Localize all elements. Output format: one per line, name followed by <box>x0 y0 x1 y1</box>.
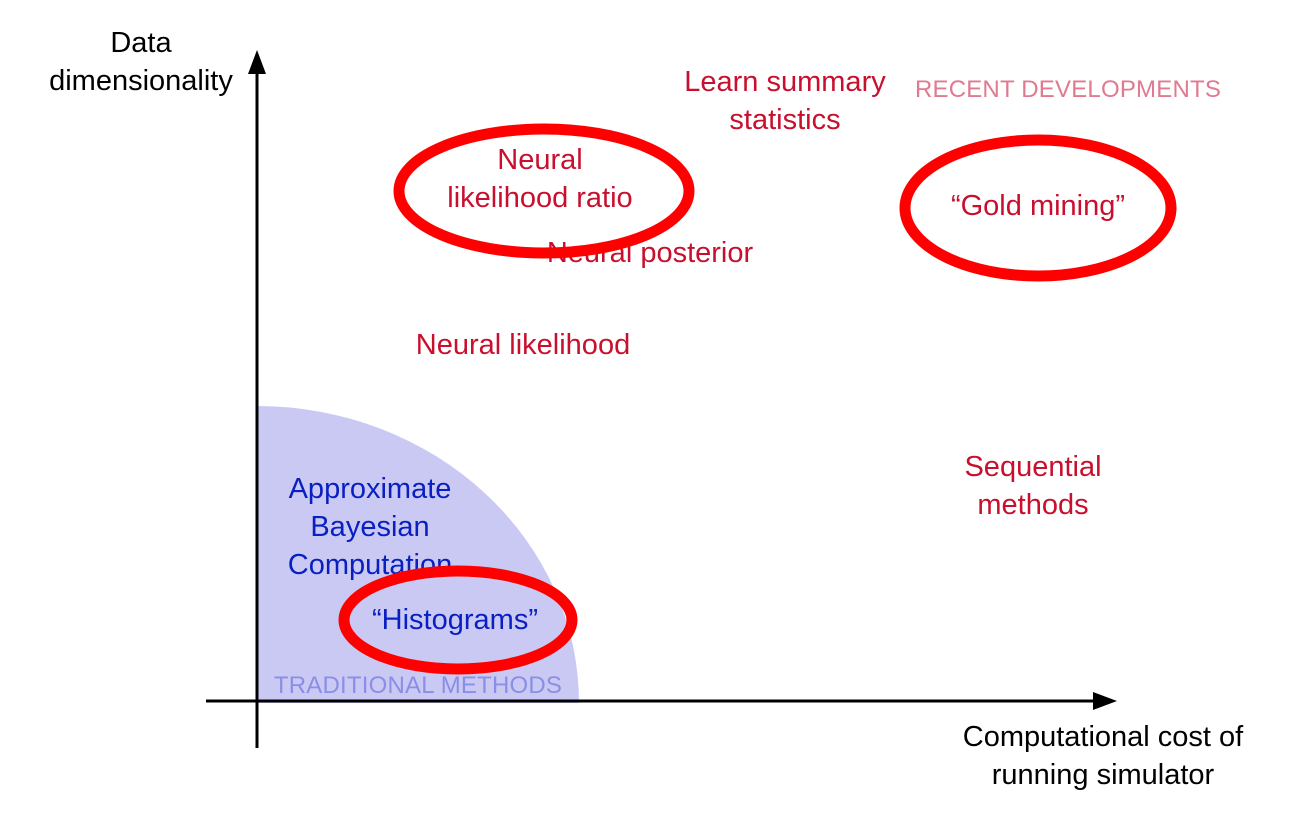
gold-mining-label: “Gold mining” <box>950 190 1126 222</box>
histograms-label: “Histograms” <box>372 604 538 636</box>
learn-summary-statistics-label: Learn summary statistics <box>655 63 915 139</box>
abc-label-line-1: Approximate <box>288 473 452 505</box>
neural-likelihood-label: Neural likelihood <box>415 329 631 361</box>
x-axis-arrowhead <box>1093 692 1117 710</box>
neural-likelihood-ratio-label: Neural likelihood ratio <box>405 141 675 217</box>
sequential-methods-line-2: methods <box>977 489 1089 521</box>
learn-summary-statistics-line-1: Learn summary <box>684 66 886 98</box>
sequential-methods-label: Sequential methods <box>920 448 1146 524</box>
x-axis-label-line-1: Computational cost of <box>962 721 1244 753</box>
x-axis-label: Computational cost of running simulator <box>938 718 1268 794</box>
y-axis-label-line-2: dimensionality <box>49 65 233 97</box>
abc-label-line-2: Bayesian <box>310 511 430 543</box>
y-axis-label: Data dimensionality <box>18 24 264 100</box>
traditional-methods-caption: TRADITIONAL METHODS <box>273 672 563 699</box>
y-axis-label-line-1: Data <box>110 27 172 59</box>
abc-label-line-3: Computation <box>287 549 453 581</box>
neural-likelihood-ratio-line-2: likelihood ratio <box>447 182 633 214</box>
recent-developments-caption: RECENT DEVELOPMENTS <box>914 76 1222 103</box>
sequential-methods-line-1: Sequential <box>964 451 1102 483</box>
neural-likelihood-ratio-line-1: Neural <box>497 144 583 176</box>
y-axis-arrowhead <box>248 50 266 74</box>
x-axis-label-line-2: running simulator <box>991 759 1215 791</box>
learn-summary-statistics-line-2: statistics <box>729 104 841 136</box>
neural-posterior-label: Neural posterior <box>546 237 754 269</box>
abc-label: Approximate Bayesian Computation <box>255 470 485 584</box>
